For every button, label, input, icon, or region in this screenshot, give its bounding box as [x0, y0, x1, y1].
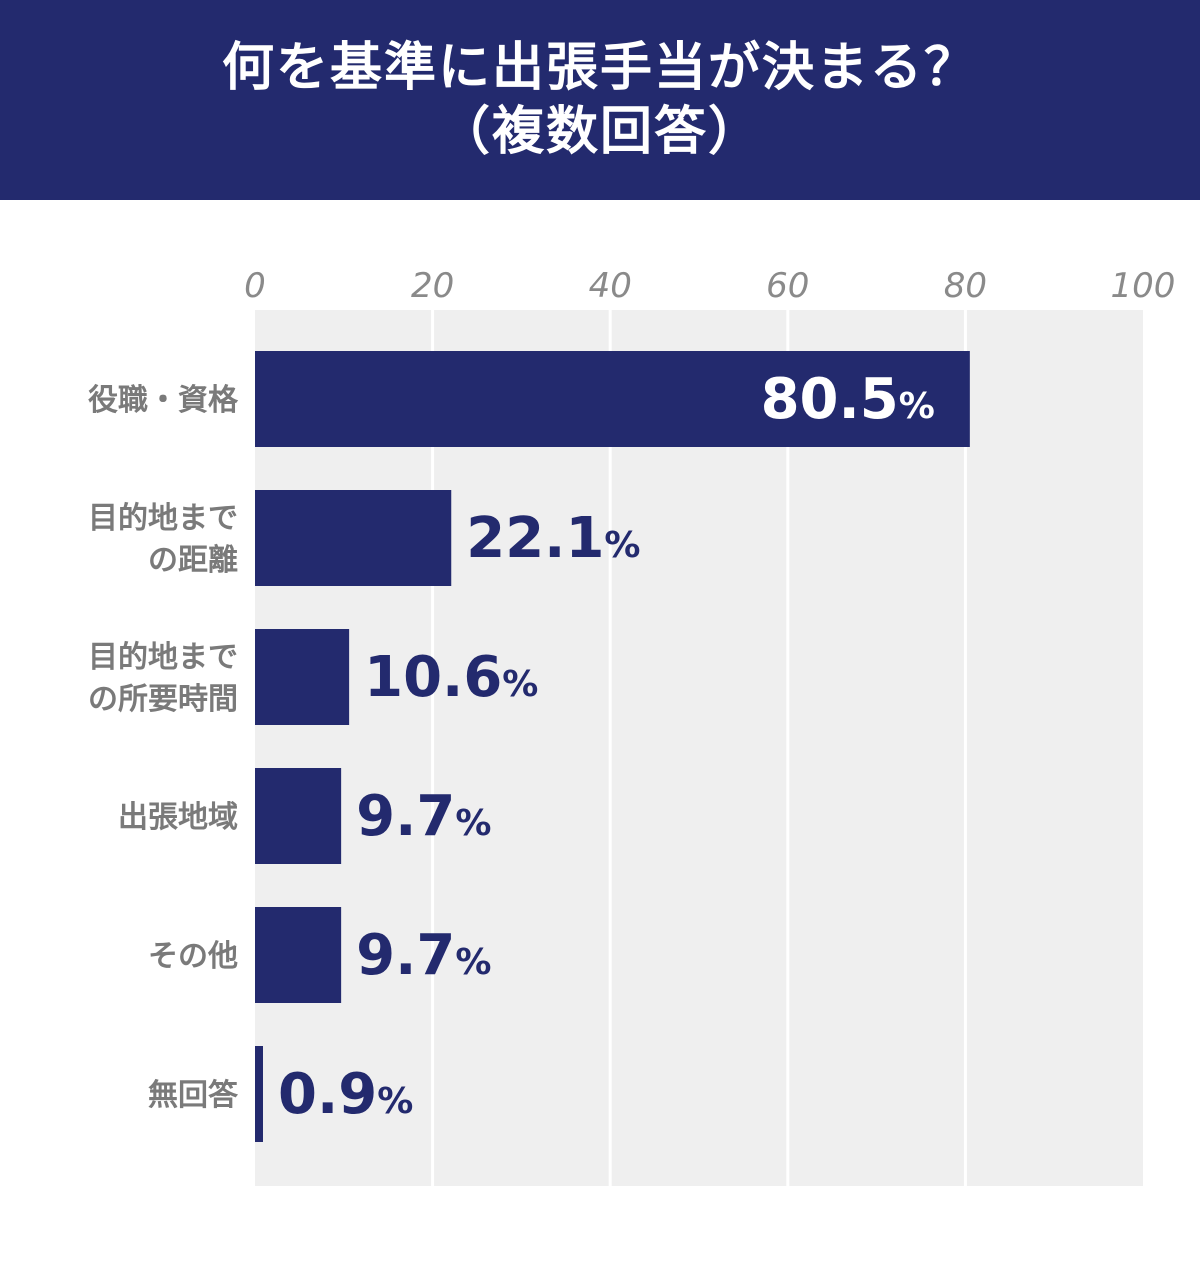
data-label: 80.5%: [761, 367, 935, 432]
x-tick-label: 40: [589, 266, 632, 306]
category-label: 無回答: [148, 1078, 239, 1113]
bar: [255, 768, 342, 864]
category-label: 出張地域: [118, 800, 238, 835]
data-label: 0.9%: [278, 1062, 413, 1127]
chart-subtitle: （複数回答）: [437, 102, 762, 162]
bar: [255, 351, 970, 447]
data-label: 10.6%: [364, 645, 538, 710]
data-label: 22.1%: [466, 506, 640, 571]
bar: [255, 907, 342, 1003]
data-label: 9.7%: [356, 923, 491, 988]
bar: [255, 1046, 263, 1142]
data-label: 9.7%: [356, 784, 491, 849]
bar: [255, 490, 452, 586]
chart-title: 何を基準に出張手当が決まる？: [221, 38, 978, 98]
x-tick-label: 0: [244, 266, 266, 306]
plot-area: [255, 310, 1143, 1186]
category-label: 目的地までの距離: [88, 501, 238, 578]
x-tick-label: 80: [944, 266, 987, 306]
chart-title-banner: 何を基準に出張手当が決まる？ （複数回答）: [0, 0, 1200, 200]
category-label: 目的地までの所要時間: [88, 640, 238, 717]
x-tick-label: 60: [766, 266, 809, 306]
category-label: その他: [148, 939, 238, 974]
bar: [255, 629, 350, 725]
x-tick-label: 100: [1111, 266, 1176, 306]
category-label: 役職・資格: [88, 383, 239, 418]
x-tick-label: 20: [411, 266, 454, 306]
